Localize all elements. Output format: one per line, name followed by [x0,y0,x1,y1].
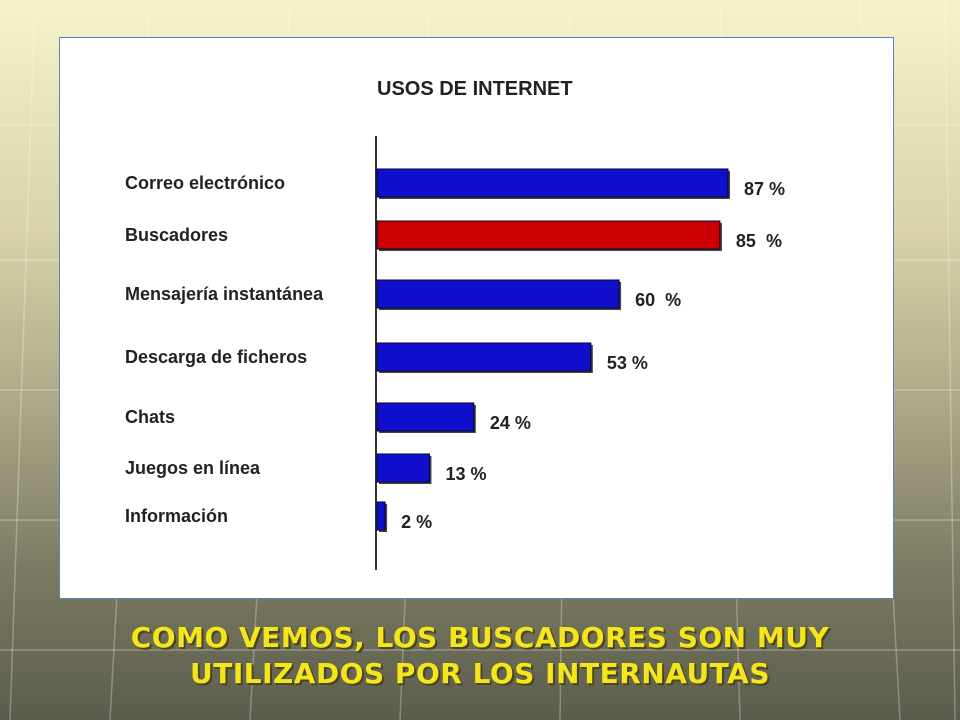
bar [376,453,430,483]
value-label: 85 % [736,231,782,251]
category-label: Mensajería instantánea [125,284,324,304]
category-label: Chats [125,407,175,427]
category-label: Descarga de ficheros [125,347,307,367]
category-label: Juegos en línea [125,458,261,478]
value-label: 2 % [401,512,432,532]
caption: COMO VEMOS, LOS BUSCADORES SON MUY UTILI… [0,620,960,692]
bar [376,279,620,309]
caption-line-1: COMO VEMOS, LOS BUSCADORES SON MUY [130,621,830,654]
bar-chart: USOS DE INTERNET Correo electrónico 87 % B… [125,78,785,570]
bar [376,168,729,198]
category-label: Correo electrónico [125,173,285,193]
value-label: 13 % [445,464,486,484]
bar [376,402,475,432]
chart-panel: USOS DE INTERNET Correo electrónico 87 % B… [59,37,894,599]
caption-line-2: UTILIZADOS POR LOS INTERNAUTAS [189,657,771,690]
category-label: Buscadores [125,225,228,245]
value-label: 87 % [744,179,785,199]
bar [376,342,592,372]
value-label: 53 % [607,353,648,373]
bar [376,501,386,531]
category-label: Información [125,506,228,526]
value-label: 60 % [635,290,681,310]
value-label: 24 % [490,413,531,433]
chart-title: USOS DE INTERNET [377,78,573,100]
bar [376,220,721,250]
